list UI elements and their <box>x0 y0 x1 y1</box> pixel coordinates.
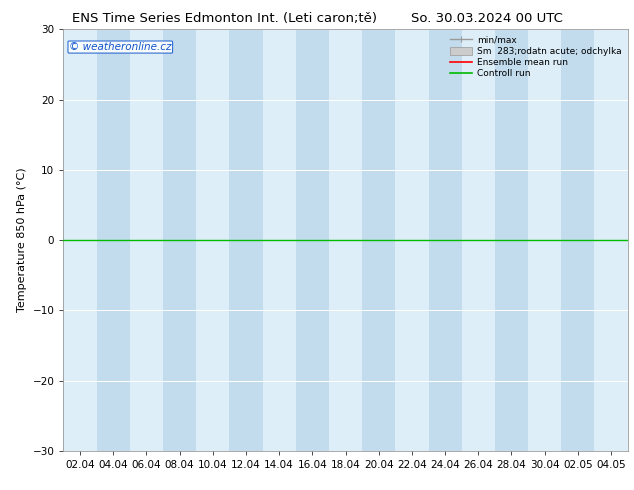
Bar <box>163 29 196 451</box>
Bar <box>230 29 262 451</box>
Bar <box>295 29 329 451</box>
Bar <box>495 29 528 451</box>
Bar <box>561 29 595 451</box>
Text: ENS Time Series Edmonton Int. (Leti caron;tě)        So. 30.03.2024 00 UTC: ENS Time Series Edmonton Int. (Leti caro… <box>72 12 562 25</box>
Text: © weatheronline.cz: © weatheronline.cz <box>69 42 172 52</box>
Bar <box>96 29 130 451</box>
Y-axis label: Temperature 850 hPa (°C): Temperature 850 hPa (°C) <box>17 168 27 313</box>
Legend: min/max, Sm  283;rodatn acute; odchylka, Ensemble mean run, Controll run: min/max, Sm 283;rodatn acute; odchylka, … <box>448 34 623 80</box>
Bar <box>429 29 462 451</box>
Bar <box>362 29 396 451</box>
